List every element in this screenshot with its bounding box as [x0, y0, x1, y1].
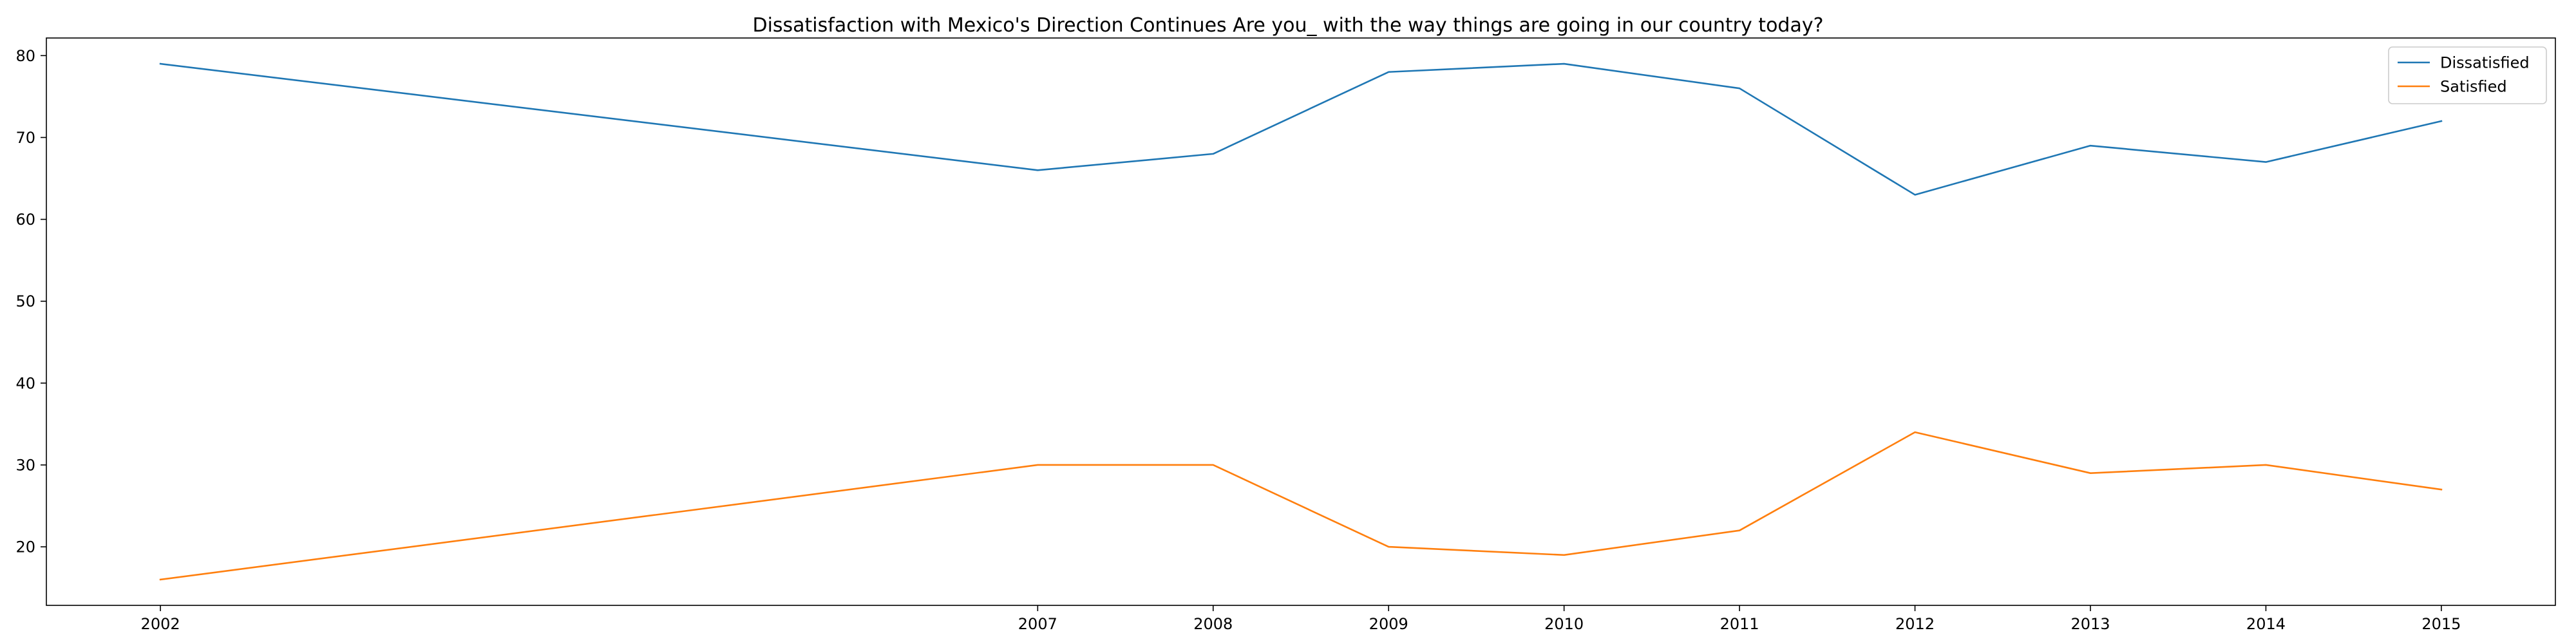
legend-label-dissatisfied: Dissatisfied [2440, 54, 2530, 72]
y-tick-label: 20 [15, 538, 35, 556]
y-tick-label: 80 [15, 47, 35, 65]
legend-box [2388, 46, 2547, 104]
x-tick-label: 2002 [141, 615, 180, 633]
chart-title: Dissatisfaction with Mexico's Direction … [752, 14, 1823, 37]
axes-frame [46, 37, 2556, 606]
x-tick-label: 2009 [1369, 615, 1408, 633]
y-tick-label: 60 [15, 211, 35, 229]
series-line-dissatisfied [159, 62, 2443, 196]
legend: Dissatisfied Satisfied [2388, 46, 2547, 104]
y-axis: 20 30 40 50 60 70 80 [15, 47, 46, 556]
series-group [159, 62, 2443, 581]
y-tick-label: 40 [15, 374, 35, 392]
x-tick-label: 2013 [2070, 615, 2110, 633]
series-line-satisfied [159, 431, 2443, 581]
x-axis: 2002 2007 2008 2009 2010 2011 2012 2013 2014 2015 [141, 605, 2461, 633]
y-tick-label: 50 [15, 292, 35, 310]
x-tick-label: 2014 [2246, 615, 2286, 633]
y-tick-label: 70 [15, 129, 35, 147]
x-tick-label: 2010 [1544, 615, 1584, 633]
x-tick-label: 2008 [1193, 615, 1233, 633]
y-tick-label: 30 [15, 456, 35, 474]
x-tick-label: 2015 [2421, 615, 2461, 633]
legend-label-satisfied: Satisfied [2440, 78, 2507, 96]
x-tick-label: 2012 [1895, 615, 1935, 633]
x-tick-label: 2011 [1720, 615, 1759, 633]
x-tick-label: 2007 [1018, 615, 1057, 633]
